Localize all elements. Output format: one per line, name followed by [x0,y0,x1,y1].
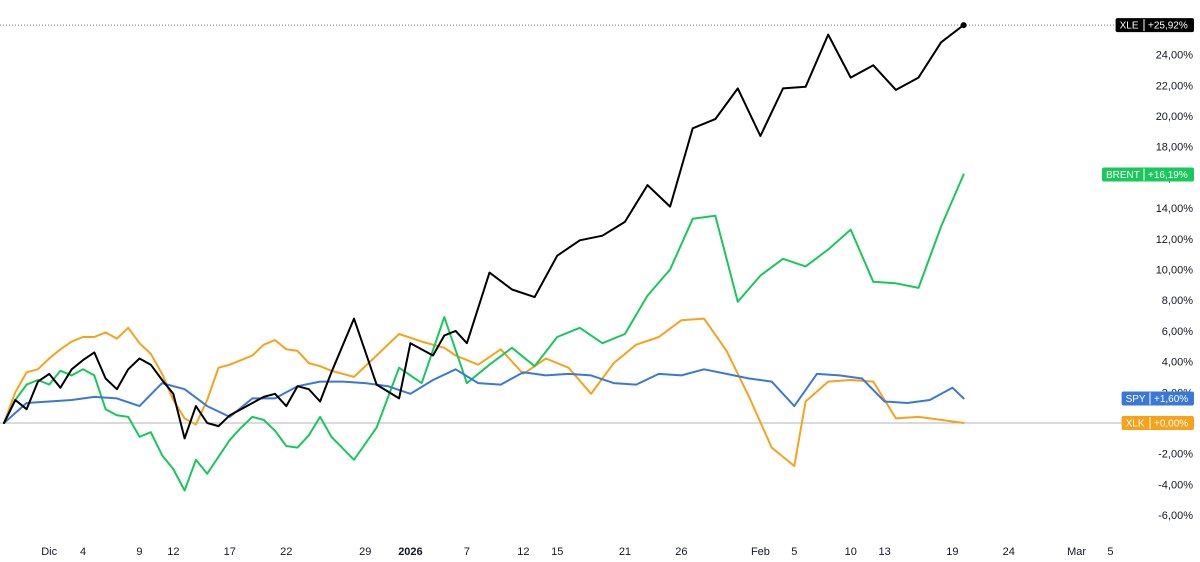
y-tick-label: 10,00% [1156,265,1194,277]
x-tick-label: 12 [517,546,529,558]
y-tick-label: -2,00% [1158,449,1193,461]
series-end-dot-xle [960,22,967,29]
series-line-brent [3,173,965,492]
badge-symbol: BRENT [1106,170,1140,181]
x-tick-label: 26 [675,546,687,558]
badge-symbol: XLK [1126,419,1145,430]
x-tick-label: 4 [80,546,86,558]
chart-guides [0,24,1123,424]
y-tick-label: -4,00% [1158,479,1193,491]
x-tick-label: 2026 [398,546,422,558]
x-tick-label: 9 [136,546,142,558]
x-tick-label: 15 [551,546,563,558]
badge-value: +25,92% [1148,21,1188,32]
x-axis: Dic 4 9 12 17 22 29 2026 7 12 15 21 26 Feb 5 10 13 19 24 Ma… [41,546,1113,558]
y-tick-label: 20,00% [1156,111,1194,123]
x-tick-label: 10 [845,546,857,558]
badge-background [1121,416,1194,430]
y-tick-label: 14,00% [1156,203,1194,215]
badge-xle: XLE +25,92% [1115,18,1194,33]
x-tick-label: 7 [464,546,470,558]
x-tick-label: 17 [224,546,236,558]
x-tick-label: 19 [946,546,958,558]
plot-area [3,22,967,492]
badge-background [1102,167,1194,182]
x-tick-label: 12 [167,546,179,558]
badge-brent: BRENT +16,19% [1102,167,1194,182]
badge-spy: SPY +1,60% [1121,391,1194,406]
x-tick-label: 29 [359,546,371,558]
price-badges: XLE +25,92% BRENT +16,19% SPY +1,60% XLK +0,00% [1102,18,1194,430]
badge-symbol: SPY [1126,394,1146,405]
x-tick-label: Feb [751,546,770,558]
x-tick-label: 22 [280,546,292,558]
x-tick-label: 21 [619,546,631,558]
badge-value: +1,60% [1154,394,1188,405]
badge-value: +0,00% [1154,419,1188,430]
x-tick-label: 13 [878,546,890,558]
y-tick-label: 22,00% [1156,80,1194,92]
badge-background [1115,18,1194,33]
badge-symbol: XLE [1120,21,1139,32]
y-tick-label: 12,00% [1156,234,1194,246]
x-tick-label: Mar [1067,546,1086,558]
x-tick-label: 5 [791,546,797,558]
x-tick-label: Dic [41,546,57,558]
series-line-xle [3,24,965,440]
y-tick-label: 18,00% [1156,142,1194,154]
badge-value: +16,19% [1148,170,1188,181]
x-tick-label: 24 [1003,546,1015,558]
badge-background [1121,391,1194,406]
x-tick-label: 5 [1107,546,1113,558]
y-tick-label: 8,00% [1162,295,1193,307]
y-tick-label: 4,00% [1162,357,1193,369]
y-tick-label: 24,00% [1156,50,1194,62]
y-tick-label: -6,00% [1158,510,1193,522]
badge-xlk: XLK +0,00% [1121,416,1194,430]
y-tick-label: 6,00% [1162,326,1193,338]
